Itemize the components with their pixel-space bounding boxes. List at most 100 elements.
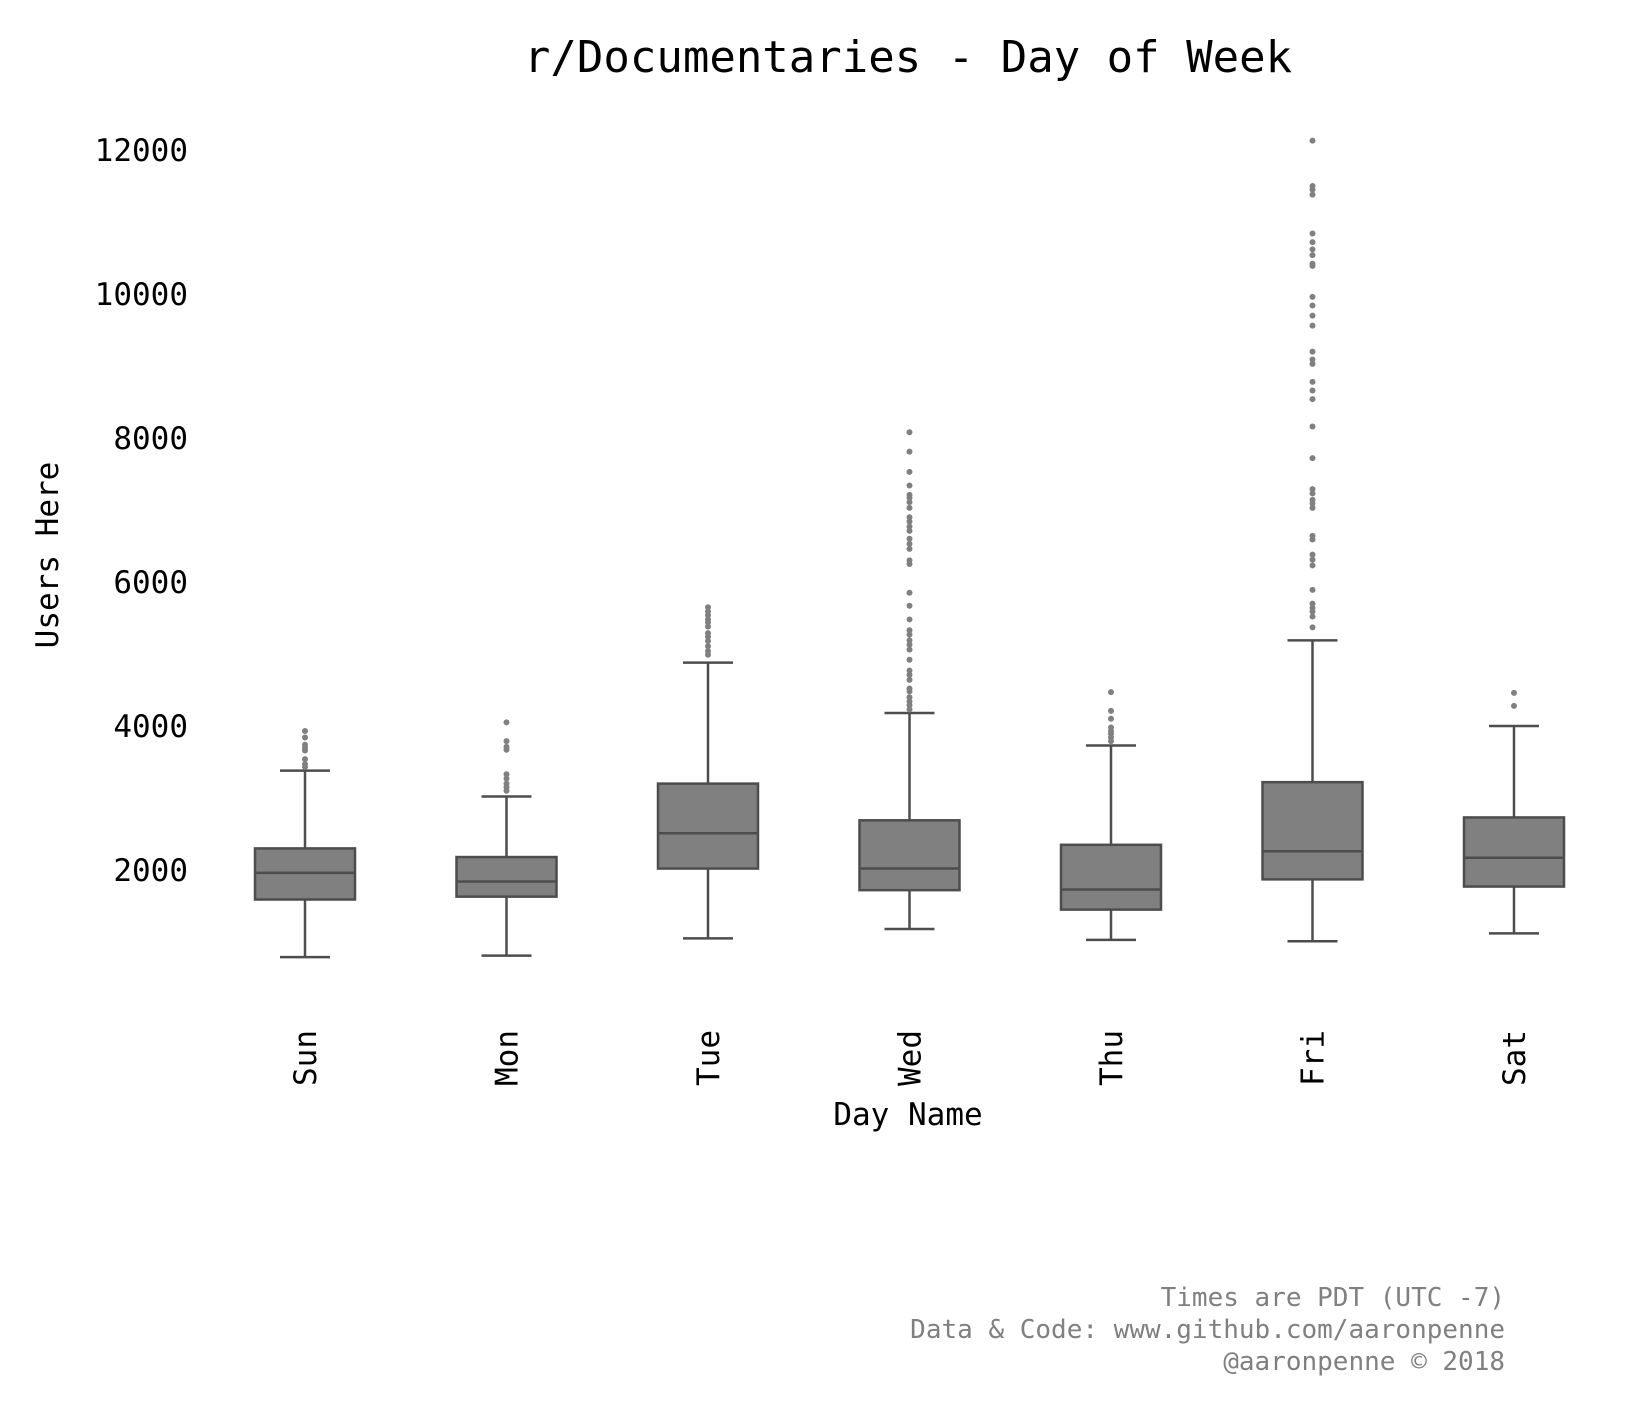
outlier-point	[503, 738, 510, 745]
outlier-point	[503, 771, 510, 778]
iqr-box	[1462, 816, 1566, 888]
iqr-box	[656, 782, 760, 870]
outlier-point	[1309, 490, 1316, 497]
box-group	[253, 137, 1566, 959]
y-tick-label: 10000	[95, 277, 188, 313]
outlier-point	[705, 648, 711, 655]
footer-line: Times are PDT (UTC -7)	[1161, 1283, 1505, 1313]
x-tick-label: Thu	[1094, 1030, 1130, 1086]
outlier-point	[906, 637, 913, 644]
box-fri	[1261, 137, 1364, 943]
outlier-point	[705, 643, 711, 650]
outlier-point	[906, 545, 913, 552]
outlier-point	[906, 527, 913, 534]
outlier-point	[906, 540, 913, 547]
box-tue	[656, 604, 760, 940]
outlier-point	[705, 623, 711, 630]
outlier-point	[1309, 322, 1316, 329]
outlier-point	[503, 775, 510, 782]
outlier-point	[1309, 348, 1316, 355]
outlier-point	[906, 641, 913, 648]
y-tick-label: 2000	[113, 853, 188, 889]
outlier-point	[302, 741, 308, 748]
outlier-point	[906, 616, 913, 623]
iqr-box	[858, 819, 961, 892]
outlier-point	[503, 780, 510, 787]
outlier-point	[1309, 378, 1316, 385]
outlier-point	[906, 706, 913, 713]
x-tick-label: Mon	[490, 1030, 526, 1086]
x-tick-label: Fri	[1296, 1030, 1332, 1086]
box-thu	[1059, 689, 1163, 942]
outlier-point	[1511, 702, 1517, 709]
outlier-point	[1309, 562, 1316, 569]
x-axis-ticks: Sun Mon Tue Wed Thu Fri Sat	[288, 1030, 1533, 1086]
outlier-point	[1309, 137, 1316, 144]
y-tick-label: 4000	[113, 709, 188, 745]
x-tick-label: Wed	[893, 1030, 929, 1086]
outlier-point	[906, 698, 913, 705]
box-wed	[858, 429, 961, 931]
outlier-point	[1511, 689, 1517, 696]
outlier-point	[705, 608, 711, 615]
outlier-point	[1309, 551, 1316, 558]
outlier-point	[906, 429, 913, 436]
outlier-point	[302, 756, 308, 763]
outlier-point	[1309, 302, 1316, 309]
footer-credits: Times are PDT (UTC -7)Data & Code: www.g…	[910, 1283, 1505, 1377]
y-axis-ticks: 2000 4000 6000 8000 10000 12000	[95, 133, 188, 889]
outlier-point	[906, 627, 913, 634]
outlier-point	[503, 743, 510, 750]
outlier-point	[906, 694, 913, 701]
outlier-point	[705, 630, 711, 637]
y-tick-label: 12000	[95, 133, 188, 169]
y-tick-label: 6000	[113, 565, 188, 601]
outlier-point	[906, 518, 913, 525]
outlier-point	[906, 514, 913, 521]
outlier-point	[906, 589, 913, 596]
outlier-point	[705, 604, 711, 611]
x-tick-label: Sat	[1497, 1030, 1533, 1086]
outlier-point	[1309, 586, 1316, 593]
y-axis-label: Users Here	[30, 462, 66, 649]
outlier-point	[1309, 252, 1316, 259]
outlier-point	[1108, 724, 1114, 731]
chart-title: r/Documentaries - Day of Week	[524, 32, 1292, 83]
footer-line: @aaronpenne © 2018	[1223, 1347, 1505, 1377]
outlier-point	[1108, 689, 1114, 696]
outlier-point	[1309, 293, 1316, 300]
outlier-point	[1309, 604, 1316, 611]
box-mon	[455, 719, 558, 957]
outlier-point	[1309, 532, 1316, 539]
outlier-point	[705, 616, 711, 623]
outlier-point	[906, 685, 913, 692]
outlier-point	[503, 719, 510, 726]
outlier-point	[906, 631, 913, 638]
outlier-point	[1309, 356, 1316, 363]
outlier-point	[906, 671, 913, 678]
outlier-point	[1309, 486, 1316, 493]
outlier-point	[1309, 312, 1316, 319]
box-sun	[253, 728, 357, 959]
x-axis-label: Day Name	[833, 1097, 982, 1133]
y-tick-label: 8000	[113, 421, 188, 457]
outlier-point	[906, 646, 913, 653]
iqr-box	[1261, 780, 1364, 881]
outlier-point	[906, 656, 913, 663]
outlier-point	[1309, 556, 1316, 563]
outlier-point	[1309, 246, 1316, 253]
outlier-point	[906, 482, 913, 489]
x-tick-label: Sun	[288, 1030, 324, 1086]
outlier-point	[906, 557, 913, 564]
footer-line: Data & Code: www.github.com/aaronpenne	[910, 1315, 1505, 1345]
outlier-point	[302, 734, 308, 741]
outlier-point	[906, 448, 913, 455]
outlier-point	[1309, 600, 1316, 607]
outlier-point	[705, 638, 711, 645]
outlier-point	[1309, 423, 1316, 430]
outlier-point	[906, 499, 913, 506]
outlier-point	[906, 491, 913, 498]
outlier-point	[302, 728, 308, 735]
